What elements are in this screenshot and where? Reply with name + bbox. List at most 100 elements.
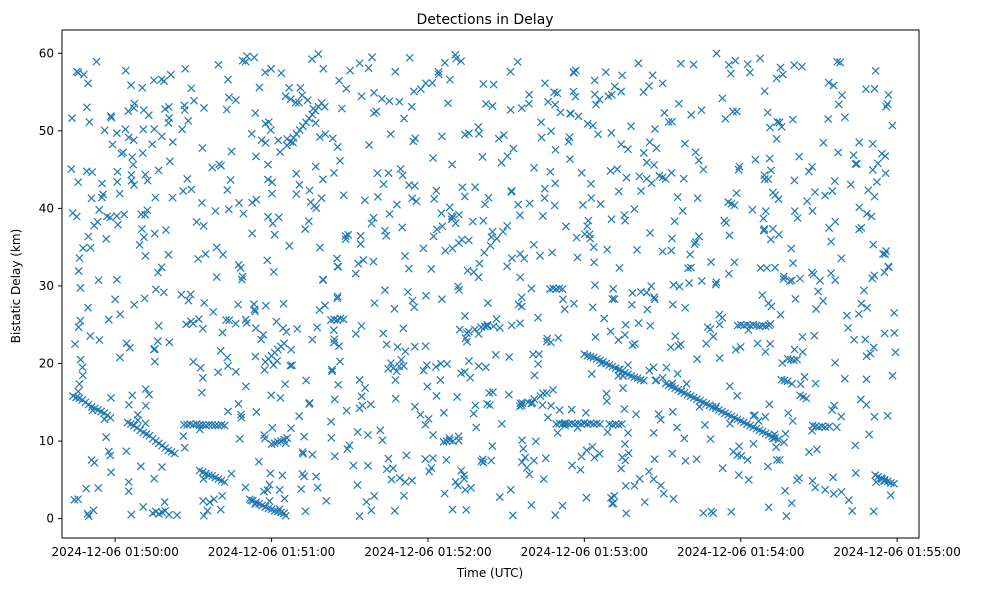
data-point	[871, 66, 880, 75]
data-point	[505, 352, 514, 362]
data-point	[335, 76, 344, 85]
data-point	[298, 449, 308, 458]
data-point	[124, 487, 133, 496]
data-point	[190, 96, 199, 105]
data-point	[183, 420, 192, 429]
data-point	[377, 94, 386, 103]
data-point	[578, 200, 587, 210]
data-point	[300, 432, 309, 441]
data-point	[537, 133, 546, 142]
data-point	[639, 376, 648, 385]
data-point	[189, 357, 198, 366]
data-point	[241, 483, 250, 492]
data-point	[606, 327, 615, 336]
data-point	[199, 496, 208, 505]
data-point	[234, 198, 244, 207]
data-point	[588, 442, 597, 451]
data-point	[192, 217, 201, 226]
data-point	[419, 244, 428, 253]
data-point	[851, 469, 860, 478]
data-point	[82, 484, 91, 493]
data-point	[391, 67, 400, 76]
data-point	[294, 98, 303, 107]
data-point	[583, 351, 592, 360]
data-point	[456, 57, 466, 66]
data-point	[602, 397, 611, 406]
data-point	[712, 278, 721, 287]
data-point	[547, 401, 556, 410]
data-point	[140, 294, 149, 303]
data-point	[662, 363, 671, 372]
data-point	[862, 375, 871, 384]
data-point	[534, 313, 543, 322]
data-point	[389, 464, 398, 473]
data-point	[862, 400, 871, 409]
data-point	[549, 385, 558, 394]
data-point	[421, 455, 430, 464]
data-point	[545, 285, 554, 294]
data-point	[396, 164, 405, 174]
data-point	[551, 511, 560, 520]
data-point	[765, 400, 774, 409]
data-point	[824, 114, 833, 124]
data-point	[292, 190, 301, 199]
data-point	[83, 303, 93, 312]
data-point	[846, 180, 855, 189]
data-point	[342, 84, 351, 93]
data-point	[295, 412, 304, 421]
data-point	[460, 192, 469, 201]
data-point	[699, 508, 708, 518]
data-point	[405, 53, 414, 62]
data-point	[842, 311, 851, 320]
data-point	[567, 405, 576, 414]
data-point	[485, 388, 494, 397]
data-point	[669, 280, 678, 289]
data-point	[635, 474, 644, 483]
data-point	[466, 373, 475, 382]
data-point	[844, 496, 853, 505]
data-point	[311, 162, 320, 171]
data-point	[150, 229, 159, 238]
data-point	[373, 169, 382, 178]
data-point	[186, 290, 195, 299]
data-point	[827, 406, 836, 415]
data-point	[803, 197, 812, 206]
data-point	[667, 246, 676, 255]
data-point	[673, 193, 682, 202]
data-point	[157, 75, 166, 84]
data-point	[577, 168, 586, 177]
data-point	[677, 387, 686, 396]
data-point	[328, 365, 337, 374]
data-point	[385, 209, 394, 219]
data-point	[746, 321, 755, 330]
data-point	[618, 453, 627, 462]
x-axis: 2024-12-06 01:50:00 2024-12-06 01:51:00 20…	[51, 538, 961, 559]
data-point	[400, 114, 409, 123]
data-point	[355, 375, 364, 384]
data-point	[634, 319, 643, 328]
data-point	[529, 240, 538, 249]
data-point	[744, 475, 753, 484]
data-point	[410, 402, 419, 411]
data-point	[428, 454, 437, 463]
data-point	[86, 243, 95, 252]
data-point	[223, 353, 232, 362]
data-point	[780, 376, 789, 385]
data-point	[645, 366, 654, 375]
data-point	[617, 464, 626, 473]
data-point	[622, 173, 631, 182]
data-point	[790, 176, 799, 185]
data-point	[589, 243, 598, 252]
data-point	[224, 93, 234, 102]
data-point	[458, 183, 467, 192]
data-point	[699, 165, 708, 174]
data-point	[645, 138, 654, 147]
data-point	[840, 113, 849, 122]
data-point	[556, 108, 565, 117]
data-point	[112, 275, 121, 284]
data-point	[144, 111, 153, 120]
data-point	[539, 475, 548, 484]
data-point	[650, 293, 659, 302]
data-point	[157, 263, 166, 272]
data-point	[173, 511, 182, 520]
